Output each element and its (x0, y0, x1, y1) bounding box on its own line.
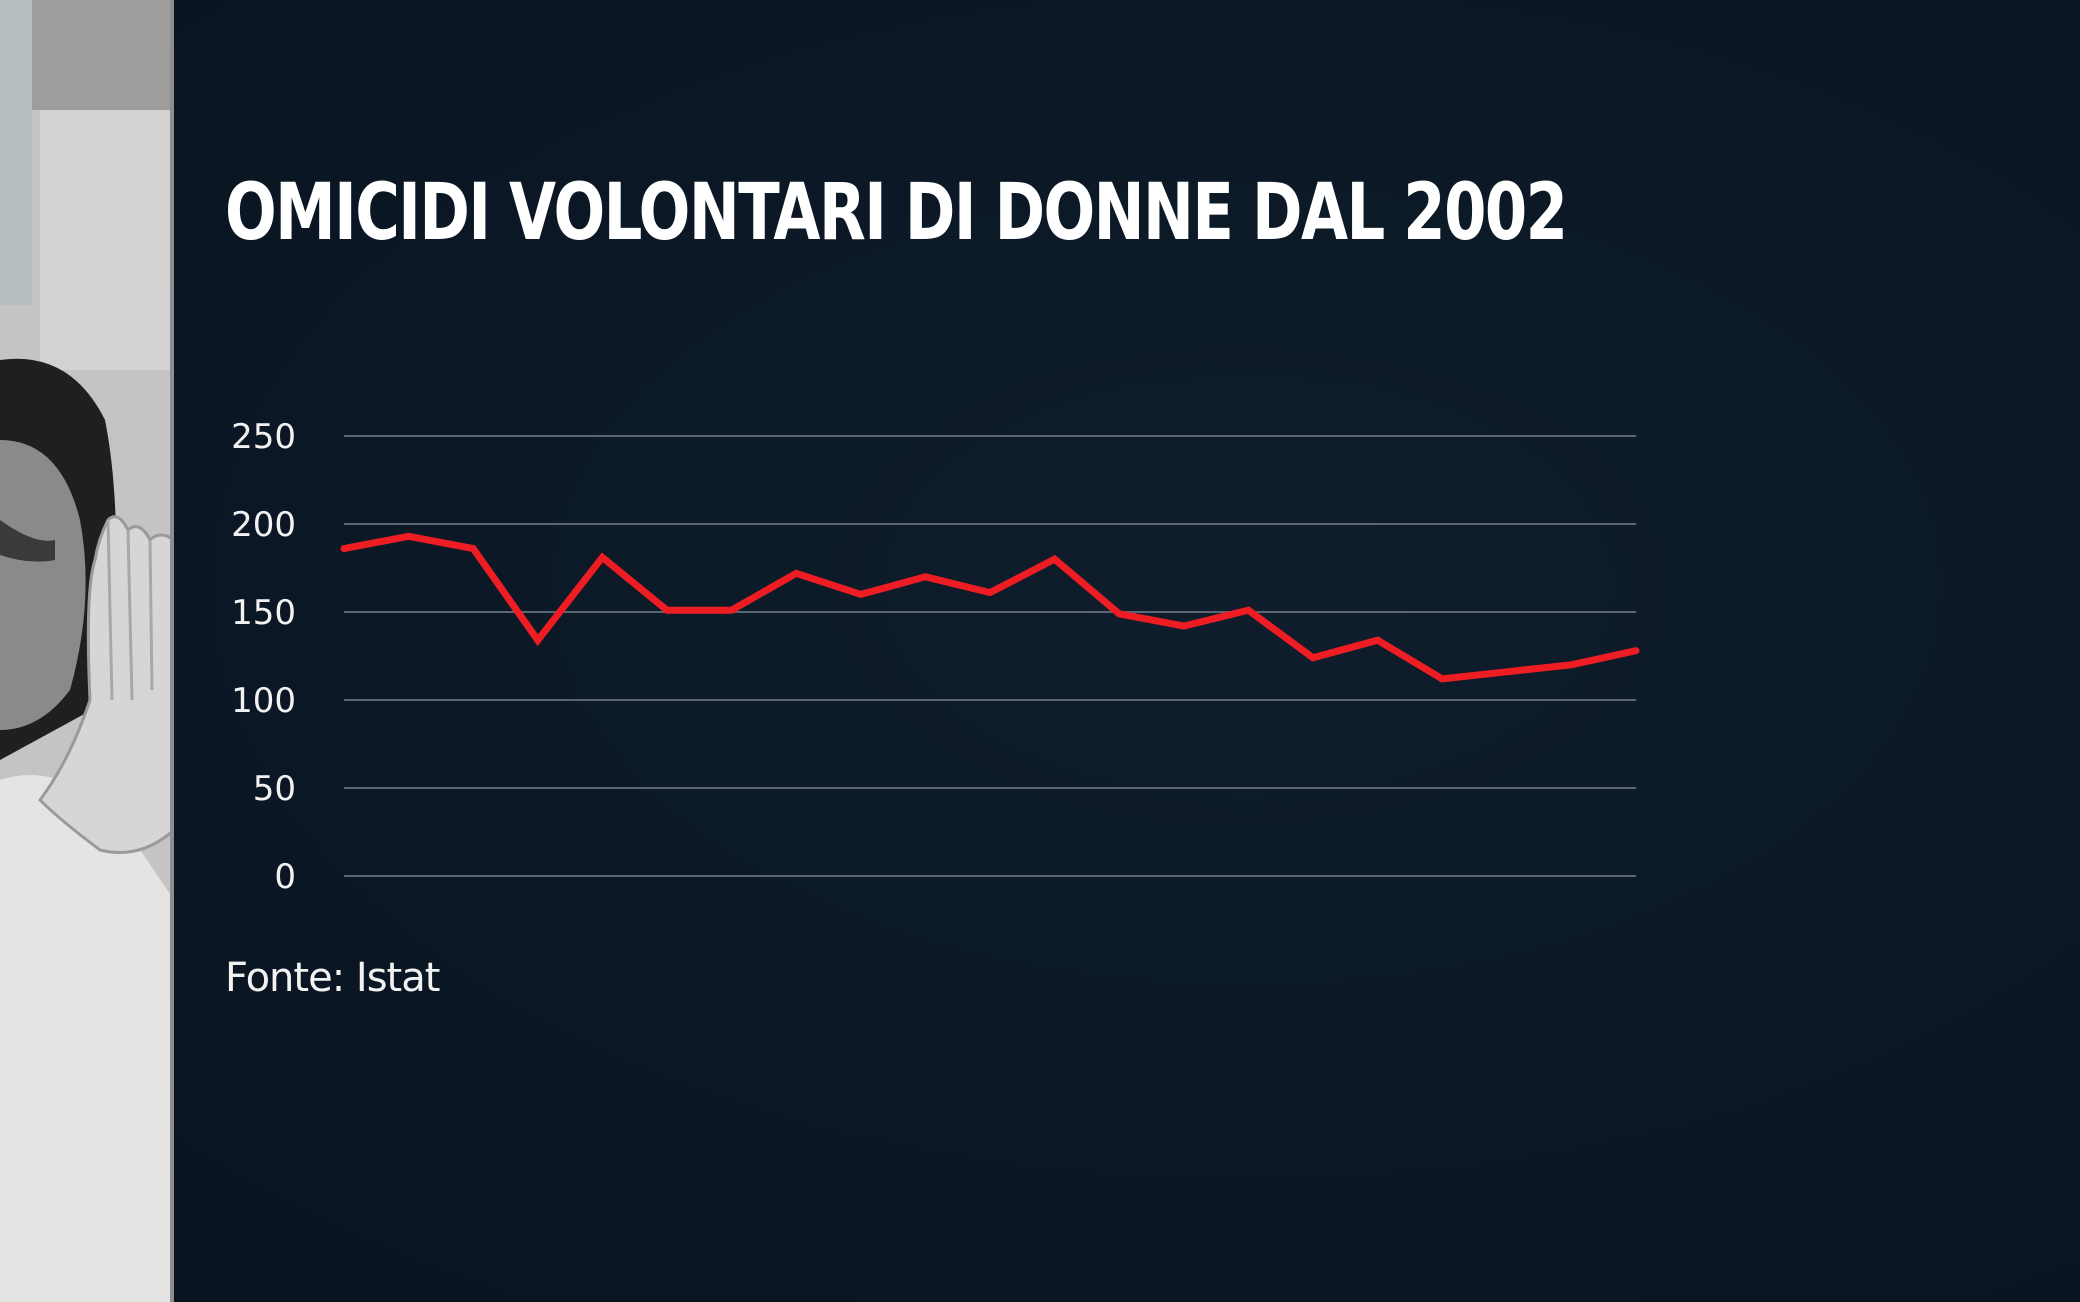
data-point-2003 (406, 534, 411, 539)
data-point-2021 (1569, 662, 1574, 667)
data-point-2012 (988, 590, 992, 595)
data-point-2009 (794, 571, 799, 576)
y-tick-label: 250 (231, 417, 296, 457)
data-point-2005 (535, 638, 540, 643)
data-point-2007 (665, 608, 669, 613)
source-note: Fonte: Istat (225, 955, 440, 1001)
data-point-2013 (1052, 557, 1057, 562)
series-layer (340, 532, 1640, 683)
y-tick-label: 150 (231, 593, 296, 633)
y-tick-label: 50 (253, 769, 296, 809)
data-point-2010 (858, 592, 863, 597)
data-point-2008 (729, 608, 734, 613)
chart-title: OMICIDI VOLONTARI DI DONNE DAL 2002 (225, 168, 1568, 258)
data-point-2006 (600, 555, 605, 560)
y-tick-label: 200 (231, 505, 296, 545)
data-point-2017 (1311, 655, 1315, 660)
data-point-2014 (1117, 611, 1122, 616)
data-point-2002 (342, 546, 346, 551)
data-point-2018 (1375, 638, 1380, 643)
y-tick-label: 100 (231, 681, 296, 721)
series-line-0 (340, 532, 1640, 683)
data-point-2022 (1634, 648, 1638, 653)
data-point-2016 (1246, 608, 1251, 613)
data-point-2019 (1440, 676, 1445, 681)
y-axis-ticks: 0 50 100 150 200 250 (231, 417, 296, 897)
y-tick-label: 0 (274, 857, 296, 897)
woman-raised-hand-photo (0, 0, 174, 1302)
data-point-2011 (923, 574, 928, 579)
data-point-2004 (471, 546, 476, 551)
data-point-2015 (1181, 624, 1186, 629)
data-point-2020 (1504, 669, 1509, 674)
gridlines (344, 435, 1636, 877)
